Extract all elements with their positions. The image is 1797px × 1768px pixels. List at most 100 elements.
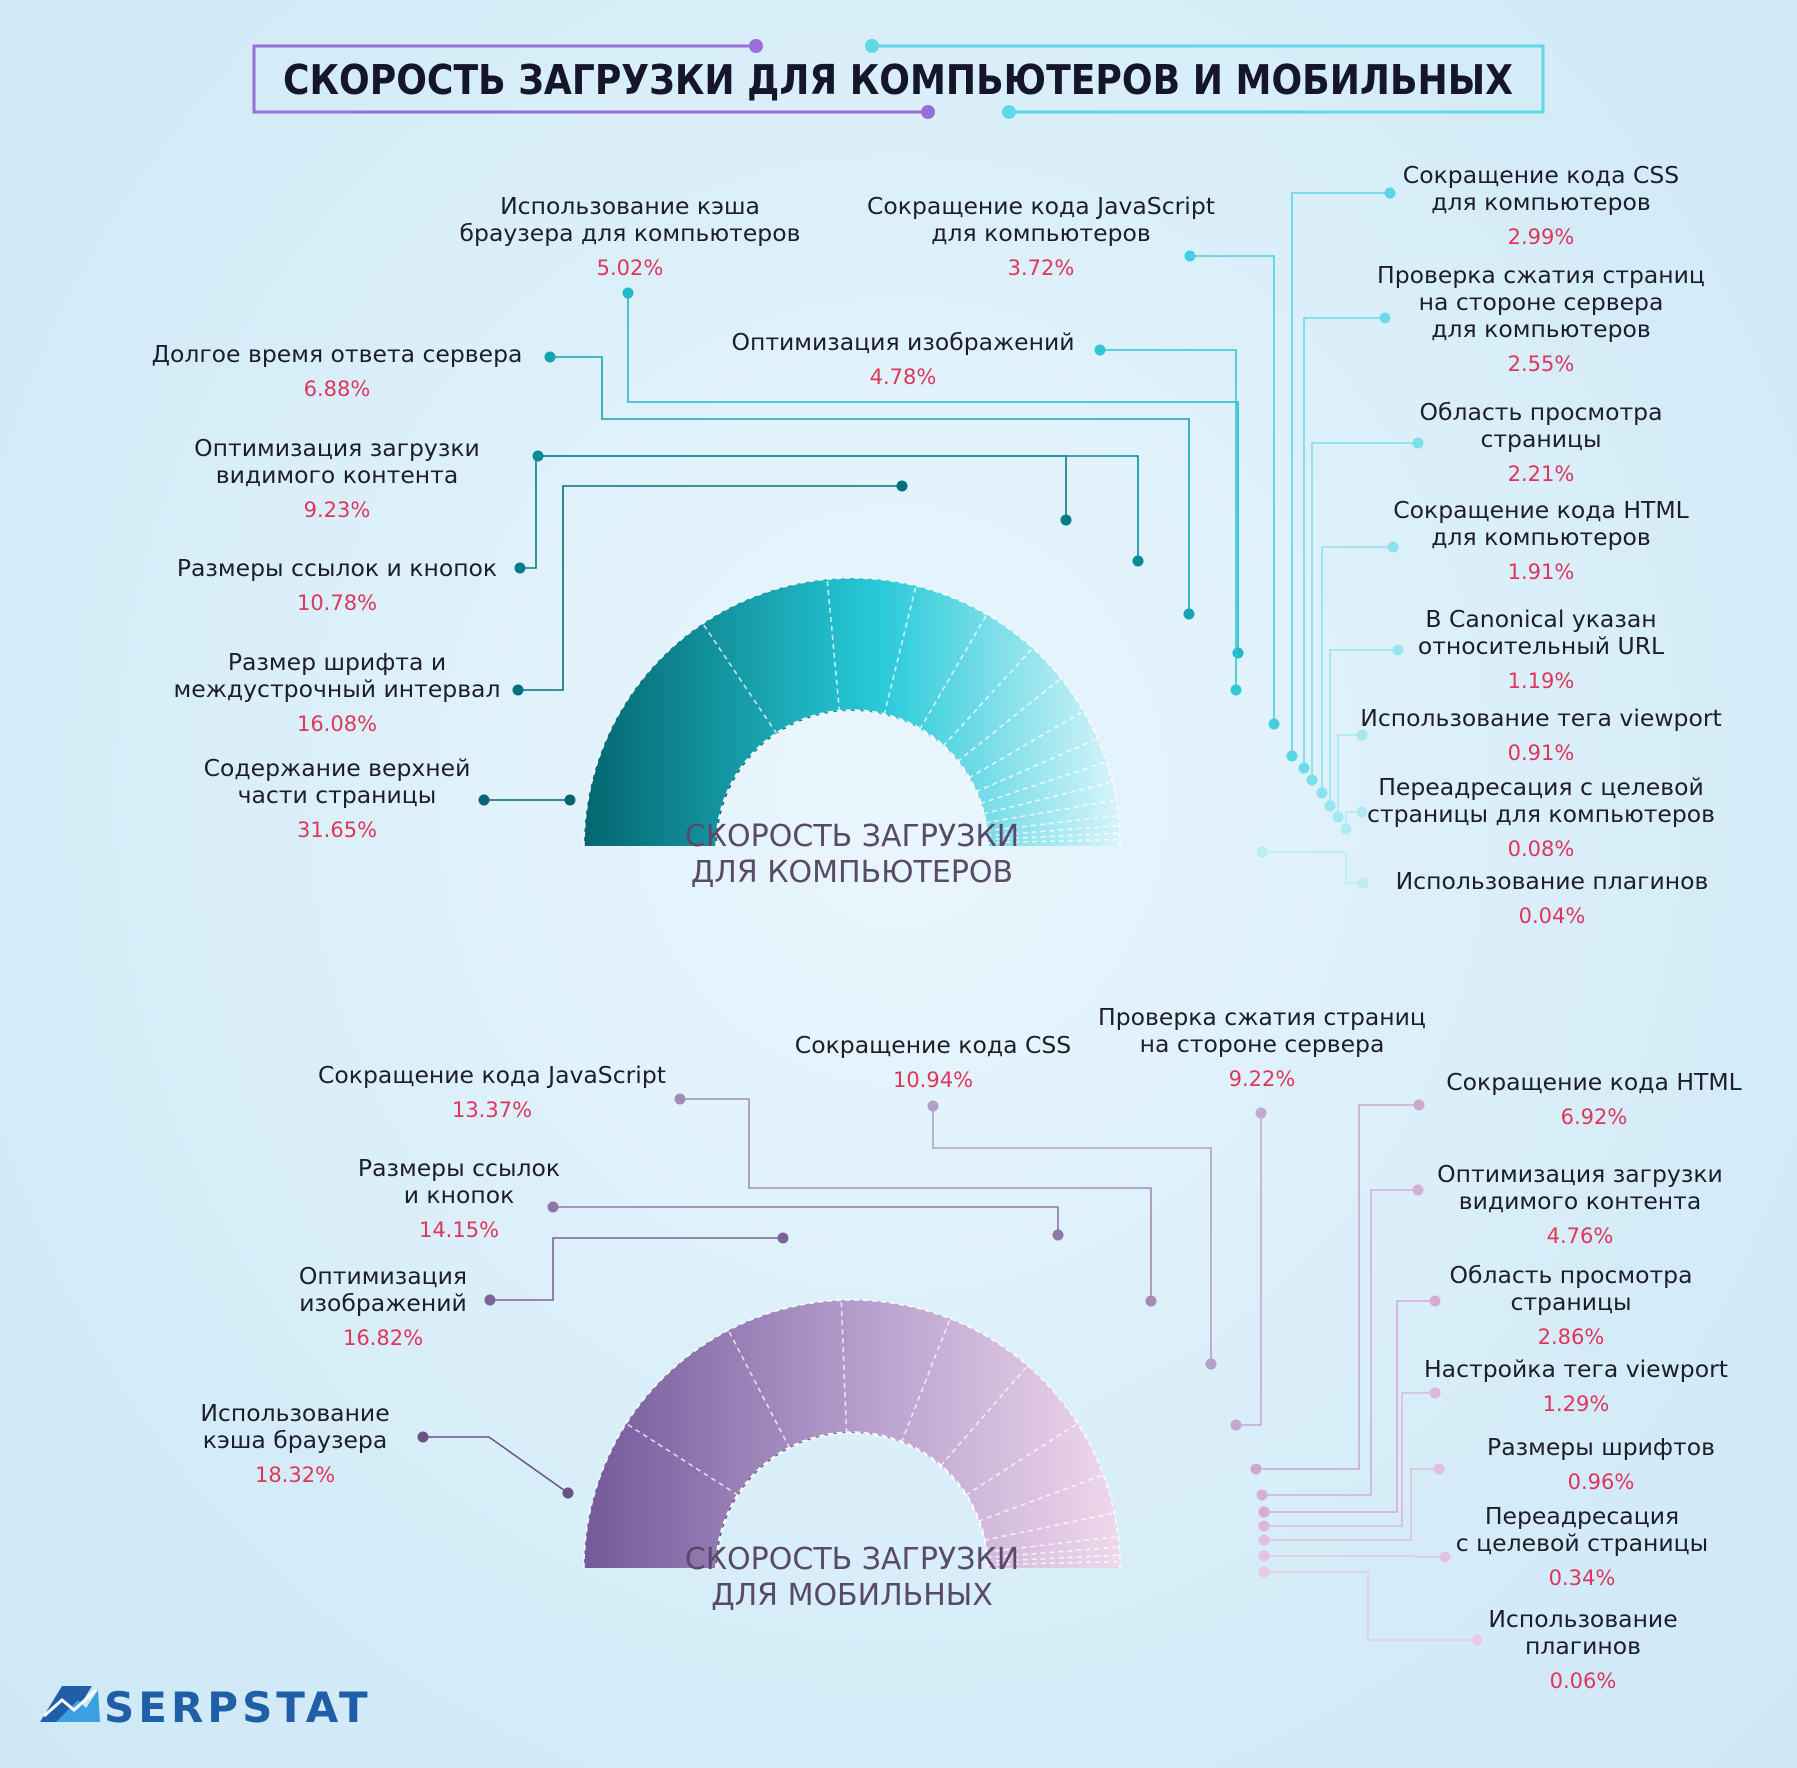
leader-line (1329, 649, 1398, 806)
leader-dot (564, 794, 576, 806)
slice-separator (986, 832, 1120, 841)
leader-dot (478, 794, 490, 806)
leader-dot (562, 1487, 574, 1499)
leader-dot (1145, 1295, 1157, 1307)
leader-line (1236, 1113, 1262, 1426)
leader-dot (1255, 1107, 1267, 1119)
leader-dot (1258, 1534, 1270, 1546)
leader-dot (1258, 1506, 1270, 1518)
leader-dot (1316, 787, 1328, 799)
leader-dot (417, 1431, 429, 1443)
leader-dot (1258, 1520, 1270, 1532)
slice-separator (956, 677, 1062, 763)
slice-label-text: изображений (299, 1289, 467, 1317)
leader-dot (544, 351, 556, 363)
slice-label-text: видимого контента (1459, 1187, 1701, 1215)
slice-label-text: страницы (1510, 1288, 1631, 1316)
slice-percent: 10.94% (893, 1068, 973, 1092)
chart-center-title: СКОРОСТЬ ЗАГРУЗКИ (685, 819, 1019, 854)
donut-outline (716, 710, 988, 847)
leader-dot (547, 1201, 559, 1213)
leader-line (1262, 851, 1363, 884)
leader-line (490, 1237, 783, 1301)
slice-label-text: плагинов (1525, 1632, 1641, 1660)
slice-label-text: междустрочный интервал (174, 675, 501, 703)
slice-percent: 6.92% (1561, 1105, 1628, 1129)
slice-separator (979, 761, 1107, 805)
slice-label: Сокращение кода HTML 6.92% (1250, 1068, 1742, 1475)
title-frame-dot (749, 39, 763, 53)
title-frame-left (252, 44, 928, 114)
leader-dot (674, 1093, 686, 1105)
donut-outer-ring (584, 1300, 1120, 1568)
slice-percent: 0.08% (1508, 837, 1575, 861)
leader-line (1337, 734, 1362, 817)
slice-label: Настройка тега viewport 1.29% (1258, 1355, 1728, 1532)
slice-percent: 13.37% (452, 1098, 532, 1122)
leader-line (550, 356, 1190, 614)
slice-percent: 0.06% (1550, 1669, 1617, 1693)
slice-label: Сокращение кода CSS 10.94% (795, 1031, 1217, 1370)
slice-separator (986, 824, 1120, 837)
slice-label-text: на стороне сервера (1140, 1030, 1385, 1058)
leader-line (1256, 1104, 1419, 1470)
slice-label-text: Долгое время ответа сервера (152, 340, 523, 368)
leader-dot (777, 1232, 789, 1244)
leader-dot (1357, 877, 1369, 889)
slice-separator (982, 781, 1113, 815)
slice-label-text: Переадресация (1485, 1502, 1679, 1530)
slice-label-text: Оптимизация загрузки (194, 434, 480, 462)
slice-label-text: Сокращение кода HTML (1446, 1068, 1742, 1096)
title-frame-dot (921, 105, 935, 119)
slice-label-text: Размеры ссылок (358, 1154, 560, 1182)
leader-line (518, 485, 902, 691)
slice-label: Долгое время ответа сервера 6.88% (152, 340, 1195, 620)
slice-label-text: относительный URL (1418, 632, 1664, 660)
slice-label-text: Сокращение кода CSS (1403, 161, 1679, 189)
leader-line (1303, 317, 1385, 768)
slice-separator (702, 622, 778, 735)
leader-dot (1429, 1387, 1441, 1399)
leader-line (932, 1106, 1212, 1364)
slice-separator (986, 838, 1120, 844)
chart-center-title: ДЛЯ МОБИЛЬНЫХ (711, 1578, 993, 1613)
slice-separator (985, 1535, 1119, 1553)
slice-label-text: кэша браузера (203, 1426, 387, 1454)
slice-label-text: Содержание верхней (204, 754, 471, 782)
slice-label: Размеры ссылок и кнопок 10.78% (177, 455, 1072, 615)
leader-dot (1184, 250, 1196, 262)
leader-line (1262, 1189, 1418, 1496)
logo-text: SERPSTAT (104, 1683, 372, 1732)
slice-percent: 2.21% (1508, 462, 1575, 486)
slice-label-text: Настройка тега viewport (1424, 1355, 1728, 1383)
slice-label-text: Сокращение кода JavaScript (867, 192, 1215, 220)
leader-line (1264, 1571, 1477, 1641)
leader-dot (1205, 1358, 1217, 1370)
donut-outline (715, 1431, 989, 1569)
slice-label-text: для компьютеров (1431, 523, 1650, 551)
leader-dot (1324, 800, 1336, 812)
leader-line (1291, 192, 1390, 756)
slice-label-text: Переадресация с целевой (1378, 773, 1704, 801)
slice-percent: 0.96% (1568, 1470, 1635, 1494)
leader-dot (1429, 1295, 1441, 1307)
slice-percent: 9.23% (304, 498, 371, 522)
slice-percent: 2.55% (1508, 352, 1575, 376)
slice-percent: 1.91% (1508, 560, 1575, 584)
leader-dot (1413, 1099, 1425, 1111)
leader-dot (1340, 823, 1352, 835)
slice-label-text: Проверка сжатия страниц (1377, 261, 1705, 289)
slice-label-text: Использование плагинов (1396, 867, 1709, 895)
slice-percent: 3.72% (1008, 256, 1075, 280)
leader-dot (1230, 684, 1242, 696)
leader-dot (1183, 608, 1195, 620)
leader-dot (514, 562, 526, 574)
slice-percent: 16.82% (343, 1326, 423, 1350)
